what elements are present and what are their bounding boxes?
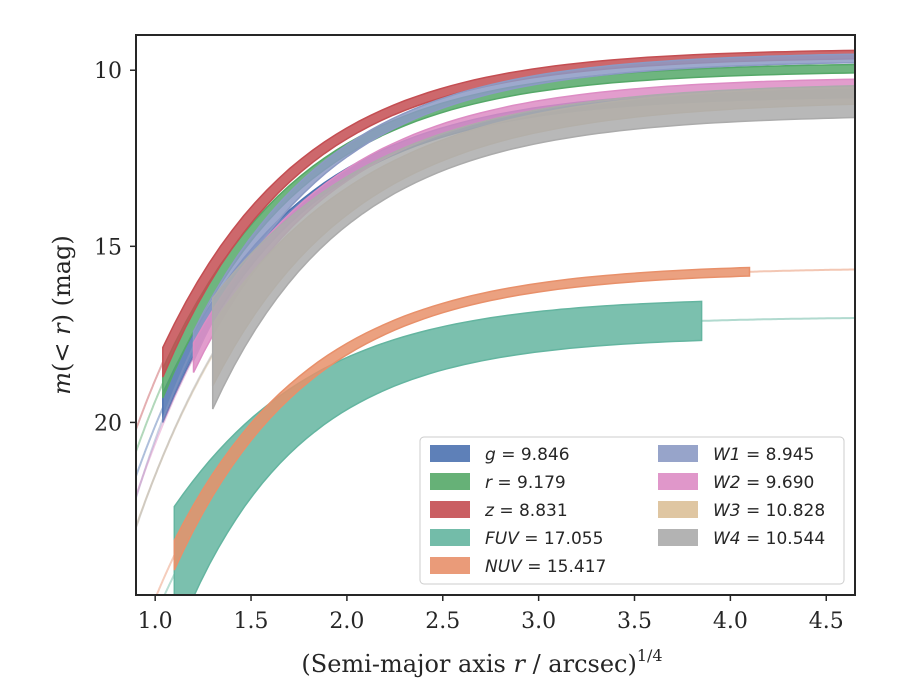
series-faint-start — [136, 382, 164, 452]
x-tick-label: 3.5 — [617, 609, 652, 634]
x-tick-label: 4.0 — [713, 609, 748, 634]
legend-swatch — [430, 557, 470, 574]
series-faint-start — [136, 361, 164, 430]
legend-swatch — [658, 501, 698, 518]
legend-frame — [419, 436, 845, 585]
legend-label: FUV = 17.055 — [485, 529, 603, 549]
legend-swatch — [658, 445, 698, 462]
legend-label: r = 9.179 — [485, 473, 566, 493]
series-nuv — [155, 266, 855, 595]
series-z — [136, 49, 855, 430]
series-faint-start — [136, 407, 164, 477]
series-faint-start — [136, 357, 195, 497]
legend: g = 9.846 r = 9.179 z = 8.831 FUV = 17.055 N… — [419, 436, 845, 585]
x-axis: 1.0 1.5 2.0 2.5 3.0 3.5 4.0 4.5 — [138, 595, 844, 634]
legend-swatch — [658, 529, 698, 546]
x-tick-label: 2.5 — [425, 609, 460, 634]
x-axis-label: (Semi-major axis r / arcsec)1/4 — [301, 646, 662, 678]
legend-swatch — [658, 473, 698, 490]
x-tick-label: 4.5 — [809, 609, 844, 634]
legend-label: g = 9.846 — [485, 445, 570, 465]
legend-label: NUV = 15.417 — [485, 557, 606, 577]
legend-item-w3: W3 = 10.828 — [658, 501, 825, 521]
series-layer — [136, 49, 855, 595]
legend-swatch — [430, 529, 470, 546]
plot-area — [136, 49, 855, 595]
legend-item-w4: W4 = 10.544 — [658, 529, 825, 549]
legend-label: W2 = 9.690 — [713, 473, 814, 493]
series-faint-start — [136, 353, 214, 528]
series-faint-start — [155, 554, 176, 595]
series-faint-start — [136, 354, 214, 527]
legend-item-w1: W1 = 8.945 — [658, 445, 814, 465]
legend-item-g: g = 9.846 — [430, 445, 570, 465]
series-band — [211, 85, 855, 410]
legend-label: z = 8.831 — [484, 501, 568, 521]
legend-label: W3 = 10.828 — [713, 501, 825, 521]
y-axis-label: m(< r) (mag) — [48, 235, 76, 395]
legend-item-r: r = 9.179 — [430, 473, 566, 493]
x-tick-label: 1.0 — [138, 609, 173, 634]
x-tick-label: 3.0 — [521, 609, 556, 634]
legend-item-z: z = 8.831 — [430, 501, 568, 521]
y-tick-label: 15 — [94, 235, 122, 260]
series-band — [173, 266, 751, 571]
legend-label: W4 = 10.544 — [713, 529, 825, 549]
x-tick-label: 2.0 — [329, 609, 364, 634]
legend-item-nuv: NUV = 15.417 — [430, 557, 606, 577]
y-tick-label: 10 — [94, 59, 122, 84]
legend-item-w2: W2 = 9.690 — [658, 473, 814, 493]
series-faint-end — [701, 317, 855, 322]
plot-frame — [135, 34, 856, 596]
x-tick-label: 1.5 — [234, 609, 269, 634]
series-fuv — [163, 300, 855, 595]
series-faint-start — [163, 573, 176, 595]
legend-swatch — [430, 473, 470, 490]
legend-swatch — [430, 445, 470, 462]
series-band — [192, 53, 855, 362]
series-w4 — [136, 85, 855, 528]
series-faint-end — [749, 268, 855, 273]
series-band — [162, 49, 855, 378]
y-axis: 10 15 20 — [94, 59, 136, 436]
y-tick-label: 20 — [94, 411, 122, 436]
legend-swatch — [430, 501, 470, 518]
legend-label: W1 = 8.945 — [713, 445, 814, 465]
series-band — [173, 300, 703, 595]
series-w1 — [136, 53, 855, 499]
legend-item-fuv: FUV = 17.055 — [430, 529, 603, 549]
series-faint-start — [136, 345, 195, 499]
